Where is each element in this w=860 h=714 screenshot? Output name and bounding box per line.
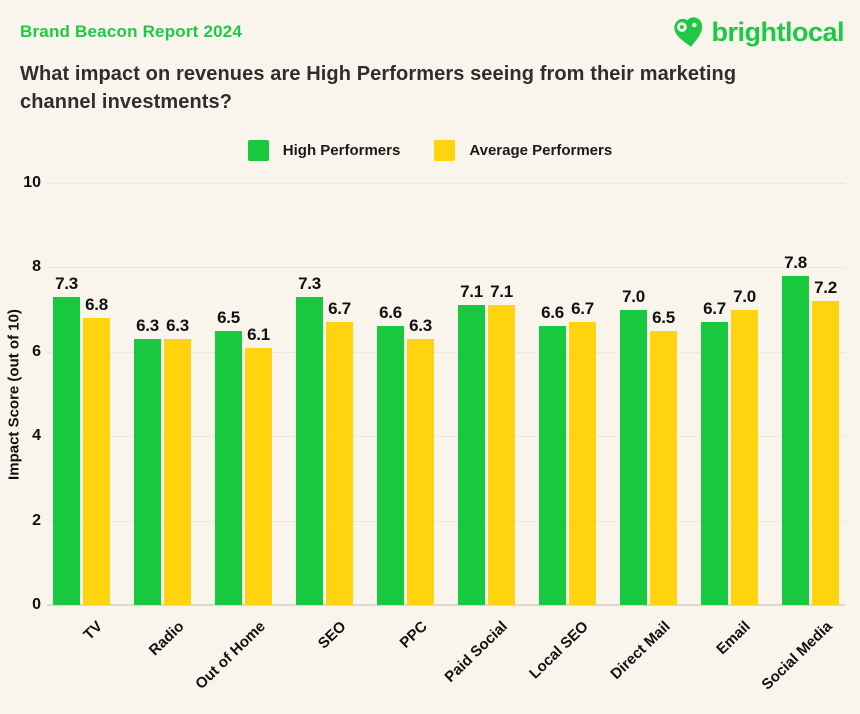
- y-tick-10: 10: [23, 174, 41, 191]
- x-axis-line: [47, 604, 845, 606]
- gridline-6: [47, 351, 845, 353]
- bar-value-label: 6.3: [136, 316, 159, 336]
- gridline-8: [47, 267, 845, 269]
- bar-value-label: 6.7: [328, 299, 351, 319]
- bar-value-label: 6.3: [409, 316, 432, 336]
- gridline-4: [47, 436, 845, 438]
- bar-average-performers: [326, 322, 353, 605]
- bar-value-label: 6.6: [541, 303, 564, 323]
- bar-high-performers: [620, 309, 647, 605]
- bar-value-label: 6.1: [247, 324, 270, 344]
- x-label-email: Email: [713, 618, 755, 659]
- bar-group-ppc: 6.6 6.3 PPC: [377, 183, 434, 652]
- bar-group-direct-mail: 7.0 6.5 Direct Mail: [607, 183, 677, 683]
- brightlocal-logo: brightlocal: [672, 14, 844, 50]
- bar-value-label: 6.8: [85, 295, 108, 315]
- y-tick-8: 8: [32, 258, 41, 276]
- logo-text: brightlocal: [711, 16, 844, 47]
- bar-group-paid-social: 7.1 7.1 Paid Social: [442, 183, 515, 686]
- x-label-direct-mail: Direct Mail: [606, 618, 674, 683]
- plot-area: 0 2 4 6 8 10 7.3 6.8 TV 6.3 6.3 Radio 6.5 6.1 Out of H…: [23, 175, 845, 693]
- heart-map-pin-icon: [674, 17, 703, 47]
- bar-value-label: 7.3: [55, 273, 78, 293]
- x-label-ppc: PPC: [396, 618, 431, 652]
- bar-group-local-seo: 6.6 6.7 Local SEO: [527, 183, 596, 682]
- gridline-2: [47, 520, 845, 522]
- chart-legend: High Performers Average Performers: [0, 140, 860, 161]
- top-bar: Brand Beacon Report 2024 brightlocal: [20, 14, 844, 50]
- bar-average-performers: [731, 309, 758, 605]
- bar-group-out-of-home: 6.5 6.1 Out of Home: [192, 183, 272, 693]
- bar-high-performers: [539, 326, 566, 605]
- x-label-paid-social: Paid Social: [441, 618, 512, 686]
- bar-average-performers: [83, 318, 110, 605]
- bar-high-performers: [134, 339, 161, 605]
- bar-value-label: 6.7: [571, 299, 594, 319]
- legend-swatch-green: [247, 140, 269, 161]
- bar-value-label: 6.3: [166, 316, 189, 336]
- y-tick-0: 0: [32, 596, 41, 613]
- bar-group-seo: 7.3 6.7 SEO: [296, 183, 353, 652]
- bar-high-performers: [458, 305, 485, 605]
- bar-average-performers: [164, 339, 191, 605]
- y-tick-2: 2: [32, 511, 41, 529]
- y-tick-6: 6: [32, 342, 41, 360]
- bar-average-performers: [812, 301, 839, 605]
- x-label-local-seo: Local SEO: [526, 618, 593, 683]
- bar-high-performers: [215, 330, 242, 605]
- bar-high-performers: [377, 326, 404, 605]
- bar-group-tv: 7.3 6.8 TV: [53, 183, 110, 644]
- bar-average-performers: [569, 322, 596, 605]
- x-label-tv: TV: [80, 618, 107, 644]
- bar-group-social-media: 7.8 7.2 Social Media: [758, 183, 839, 693]
- bar-value-label: 6.5: [652, 307, 675, 327]
- bar-value-label: 7.0: [733, 286, 756, 306]
- bar-value-label: 7.1: [490, 282, 513, 302]
- bar-high-performers: [782, 275, 809, 605]
- bar-value-label: 6.7: [703, 299, 726, 319]
- x-label-seo: SEO: [314, 618, 350, 653]
- bar-chart: Impact Score (out of 10) 0 2 4 6 8 10 7.3 6.8 TV…: [0, 170, 860, 714]
- legend-label-high-performers: High Performers: [282, 142, 401, 159]
- bar-high-performers: [701, 322, 728, 605]
- bar-high-performers: [53, 296, 80, 605]
- bar-value-label: 7.1: [460, 282, 483, 302]
- x-label-radio: Radio: [145, 618, 188, 660]
- report-label: Brand Beacon Report 2024: [20, 22, 243, 41]
- bar-average-performers: [407, 339, 434, 605]
- bar-value-label: 7.8: [784, 252, 807, 272]
- bar-average-performers: [650, 330, 677, 605]
- gridline-10: [47, 183, 845, 184]
- bar-value-label: 7.3: [298, 273, 321, 293]
- bar-group-email: 6.7 7.0 Email: [701, 183, 758, 658]
- y-axis-title: Impact Score (out of 10): [5, 309, 23, 480]
- legend-item-high-performers: High Performers: [247, 140, 401, 161]
- legend-label-average-performers: Average Performers: [469, 142, 613, 159]
- bar-value-label: 6.6: [379, 303, 402, 323]
- bar-group-radio: 6.3 6.3 Radio: [134, 183, 191, 659]
- bar-value-label: 7.0: [622, 286, 645, 306]
- legend-item-average-performers: Average Performers: [434, 140, 612, 161]
- legend-swatch-yellow: [434, 140, 456, 161]
- bar-average-performers: [245, 347, 272, 605]
- y-tick-4: 4: [32, 427, 41, 445]
- bar-value-label: 6.5: [217, 307, 240, 327]
- x-label-out-of-home: Out of Home: [191, 618, 269, 693]
- chart-question-title: What impact on revenues are High Perform…: [20, 63, 737, 114]
- bar-high-performers: [296, 296, 323, 605]
- bar-value-label: 7.2: [814, 278, 837, 298]
- bar-average-performers: [488, 305, 515, 605]
- x-label-social-media: Social Media: [758, 618, 836, 694]
